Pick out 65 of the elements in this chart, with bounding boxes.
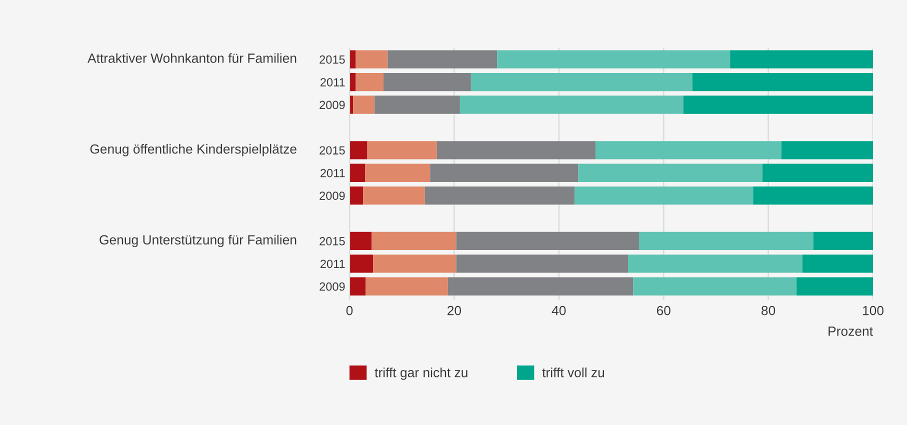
bar [366, 277, 448, 296]
bar [350, 72, 356, 92]
bar [363, 186, 425, 205]
y-tick-label: 2015 [320, 55, 345, 64]
y-tick-label: 2009 [320, 192, 345, 200]
bar [574, 186, 754, 205]
bar [460, 96, 684, 114]
bar [802, 254, 873, 273]
y-tick-label: 2015 [320, 237, 345, 246]
y-tick-label: 2011 [320, 168, 345, 178]
bar [373, 254, 456, 273]
x-tick-label: 80 [762, 306, 776, 316]
bar [470, 72, 692, 92]
bar [730, 50, 873, 68]
text: Genug öffentliche Kinderspielplätze [90, 144, 296, 156]
x-tick-label: 60 [656, 306, 670, 316]
bar [638, 232, 814, 250]
bar [753, 186, 873, 205]
bar [796, 277, 873, 296]
y-tick-label: 2011 [320, 260, 345, 268]
x-axis-title: Prozent [828, 326, 873, 336]
bar [350, 141, 368, 160]
bar [762, 164, 873, 182]
bar [350, 50, 356, 68]
bar [456, 254, 628, 273]
bar [448, 277, 634, 296]
bar [356, 50, 388, 68]
legend-label: trifft voll zu [542, 368, 604, 378]
bar [350, 186, 364, 205]
bar [683, 96, 873, 114]
text: Attraktiver Wohnkanton für Familien [88, 53, 296, 63]
legend-label: trifft gar nicht zu [374, 368, 468, 380]
x-tick-label: 0 [346, 306, 353, 316]
x-tick-label: 40 [552, 306, 566, 316]
bar [367, 141, 437, 160]
bar [596, 141, 782, 160]
bar [374, 96, 460, 114]
bar [781, 141, 873, 160]
bar [633, 277, 797, 296]
bar [353, 96, 375, 114]
bar [350, 254, 374, 273]
bar [497, 50, 730, 68]
bar [371, 232, 456, 250]
y-tick-label: 2009 [320, 282, 345, 291]
y-tick-label: 2009 [320, 100, 345, 110]
bar [628, 254, 802, 273]
bar [356, 72, 384, 92]
bar [424, 186, 575, 205]
bar [578, 164, 763, 182]
text: Genug Unterstützung für Familien [100, 234, 296, 248]
bar [350, 232, 372, 250]
bar [388, 50, 498, 68]
bar [456, 232, 639, 250]
bar [430, 164, 578, 182]
x-tick-label: 20 [448, 306, 462, 316]
bar [813, 232, 873, 250]
bar [350, 277, 366, 296]
bar [365, 164, 430, 182]
y-tick-label: 2015 [320, 146, 345, 155]
bar [384, 72, 471, 92]
bar [350, 164, 366, 182]
bar [692, 72, 873, 92]
y-tick-label: 2011 [320, 78, 345, 86]
x-tick-label: 100 [863, 306, 884, 316]
bar [436, 141, 596, 160]
